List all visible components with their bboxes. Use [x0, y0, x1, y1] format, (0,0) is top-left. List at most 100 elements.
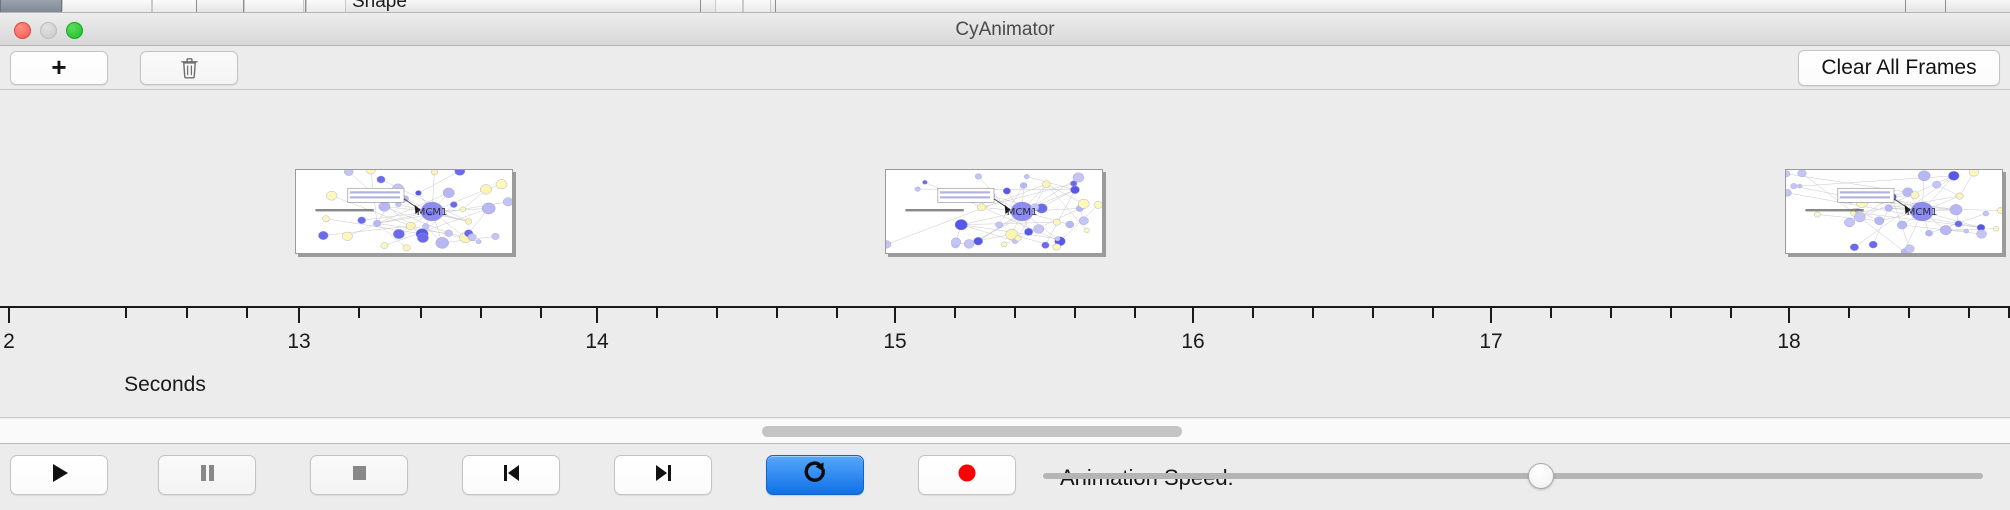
axis-major-tick — [1490, 308, 1492, 323]
svg-text:MCM1: MCM1 — [417, 207, 448, 218]
bg-window-shape-label: Shape — [352, 0, 407, 12]
window-controls — [14, 22, 83, 39]
skip-back-icon — [498, 460, 524, 491]
bg-tab — [244, 0, 304, 12]
axis-tick-label: 16 — [1181, 330, 1205, 353]
axis-minor-tick — [1550, 308, 1552, 318]
loop-button[interactable] — [766, 455, 864, 495]
axis-major-tick — [596, 308, 598, 323]
title-bar: CyAnimator — [0, 13, 2010, 46]
record-button[interactable] — [918, 455, 1016, 495]
loop-icon — [800, 458, 830, 493]
axis-minor-tick — [246, 308, 248, 318]
axis-minor-tick — [1848, 308, 1850, 318]
bg-divider — [700, 0, 701, 12]
stop-icon — [346, 460, 372, 491]
svg-text:MCM1: MCM1 — [1007, 207, 1038, 218]
axis-tick-label: 15 — [883, 330, 907, 353]
frame-2[interactable]: MCM1 — [885, 169, 1103, 254]
axis-minor-tick — [186, 308, 188, 318]
plus-icon: + — [51, 52, 67, 83]
timeline-panel[interactable]: MCM1 MCM1 MCM1 2 13 14 15 16 17 18 Seconds — [0, 90, 2010, 418]
axis-minor-tick — [656, 308, 658, 318]
bg-tab — [62, 0, 152, 12]
bg-tab-selected — [0, 0, 62, 12]
axis-minor-tick — [1908, 308, 1910, 318]
axis-minor-tick — [1312, 308, 1314, 318]
trash-icon — [180, 58, 198, 79]
animation-speed-slider-thumb[interactable] — [1528, 463, 1555, 489]
axis-minor-tick — [1610, 308, 1612, 318]
bg-tab — [152, 0, 197, 12]
bg-divider — [1905, 0, 1906, 12]
bg-divider — [775, 0, 776, 12]
bg-divider — [243, 0, 244, 12]
bg-divider — [1945, 0, 1946, 12]
bg-divider — [196, 0, 197, 12]
animation-speed-slider[interactable] — [1043, 473, 1983, 479]
timeline-scrollbar[interactable] — [0, 419, 2010, 444]
axis-major-tick — [8, 308, 10, 323]
bg-tab — [306, 0, 346, 12]
clear-all-frames-label: Clear All Frames — [1821, 56, 1977, 79]
axis-minor-tick — [776, 308, 778, 318]
axis-minor-tick — [954, 308, 956, 318]
axis-minor-tick — [540, 308, 542, 318]
axis-minor-tick — [716, 308, 718, 318]
play-button[interactable] — [10, 455, 108, 495]
axis-major-tick — [298, 308, 300, 323]
stop-button[interactable] — [310, 455, 408, 495]
axis-major-tick — [1192, 308, 1194, 323]
axis-minor-tick — [836, 308, 838, 318]
add-frame-button[interactable]: + — [10, 51, 108, 85]
bg-tab — [743, 0, 771, 12]
frame-3[interactable]: MCM1 — [1785, 169, 2003, 254]
close-light[interactable] — [14, 22, 31, 39]
playback-control-bar: Animation Speed: — [0, 445, 2010, 510]
axis-tick-label: 13 — [287, 330, 311, 353]
skip-forward-icon — [650, 460, 676, 491]
axis-tick-label: 18 — [1777, 330, 1801, 353]
play-icon — [46, 460, 72, 491]
axis-minor-tick — [1134, 308, 1136, 318]
bg-divider — [305, 0, 306, 12]
pause-button[interactable] — [158, 455, 256, 495]
axis-minor-tick — [1074, 308, 1076, 318]
clear-all-frames-button[interactable]: Clear All Frames — [1798, 50, 2000, 86]
axis-major-tick — [1788, 308, 1790, 323]
scrollbar-thumb[interactable] — [762, 426, 1182, 437]
axis-minor-tick — [1252, 308, 1254, 318]
skip-to-start-button[interactable] — [462, 455, 560, 495]
axis-minor-tick — [1014, 308, 1016, 318]
axis-minor-tick — [480, 308, 482, 318]
axis-tick-label: 17 — [1479, 330, 1503, 353]
axis-minor-tick — [1372, 308, 1374, 318]
toolbar: + Clear All Frames — [0, 46, 2010, 90]
axis-title: Seconds — [0, 373, 2010, 397]
timeline-axis — [0, 306, 2010, 308]
background-window-strip: Shape — [0, 0, 2010, 13]
maximize-light[interactable] — [66, 22, 83, 39]
axis-minor-tick — [358, 308, 360, 318]
axis-tick-label: 2 — [3, 330, 15, 353]
axis-minor-tick — [420, 308, 422, 318]
bg-tab — [715, 0, 743, 12]
axis-major-tick — [894, 308, 896, 323]
svg-text:MCM1: MCM1 — [1907, 207, 1938, 218]
axis-minor-tick — [1730, 308, 1732, 318]
minimize-light[interactable] — [40, 22, 57, 39]
axis-title-label: Seconds — [124, 373, 206, 396]
record-icon — [954, 460, 980, 491]
skip-to-end-button[interactable] — [614, 455, 712, 495]
window-title: CyAnimator — [955, 19, 1055, 40]
axis-tick-label: 14 — [585, 330, 609, 353]
pause-icon — [194, 460, 220, 491]
frame-1[interactable]: MCM1 — [295, 169, 513, 254]
axis-minor-tick — [125, 308, 127, 318]
axis-minor-tick — [2008, 308, 2010, 318]
axis-minor-tick — [1670, 308, 1672, 318]
axis-minor-tick — [1968, 308, 1970, 318]
axis-minor-tick — [1432, 308, 1434, 318]
delete-frame-button[interactable] — [140, 51, 238, 85]
